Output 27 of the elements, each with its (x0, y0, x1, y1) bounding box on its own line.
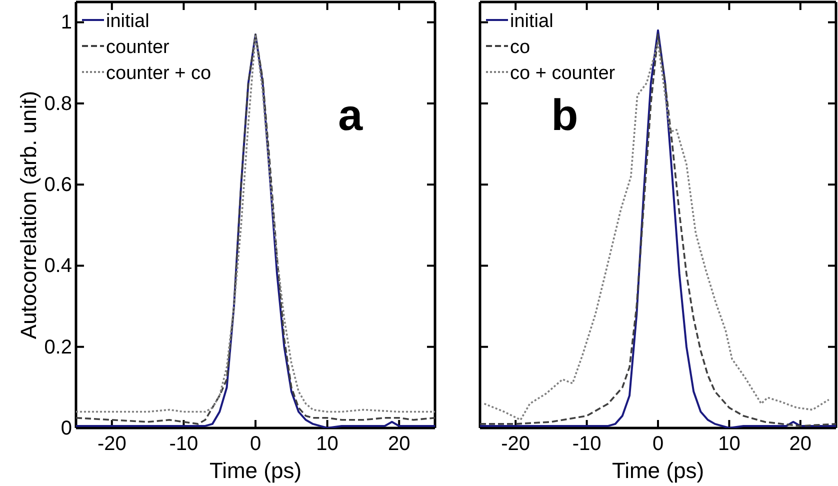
x-tick-label: -20 (501, 433, 530, 456)
annotation: b (551, 91, 578, 140)
x-tick-label: 0 (250, 433, 262, 456)
annotation: a (338, 91, 364, 140)
y-tick-label: 0.6 (44, 174, 72, 196)
legend-label: initial (106, 11, 150, 32)
y-tick-label: 0.8 (44, 92, 72, 115)
y-tick-label: 0 (60, 417, 72, 440)
x-axis-title: Time (ps) (209, 458, 302, 483)
legend-label: co + counter (510, 63, 616, 84)
legend-label: counter + co (106, 63, 212, 84)
x-axis-title: Time (ps) (612, 458, 704, 483)
y-tick-label: 1 (60, 12, 72, 34)
x-tick-label: 0 (652, 433, 664, 456)
y-axis-title: Autocorrelation (arb. unit) (16, 90, 41, 340)
x-tick-label: -10 (572, 433, 602, 456)
x-tick-label: 20 (388, 433, 410, 456)
x-tick-label: -10 (169, 433, 198, 456)
y-tick-label: 0.4 (44, 255, 72, 278)
legend-label: counter (106, 37, 170, 58)
x-tick-label: 20 (789, 433, 812, 456)
x-tick-label: 10 (718, 433, 740, 456)
legend-label: co (510, 37, 530, 58)
legend-label: initial (510, 11, 554, 32)
x-tick-label: -20 (97, 433, 126, 456)
y-tick-label: 0.2 (44, 336, 72, 358)
x-tick-label: 10 (316, 433, 338, 456)
